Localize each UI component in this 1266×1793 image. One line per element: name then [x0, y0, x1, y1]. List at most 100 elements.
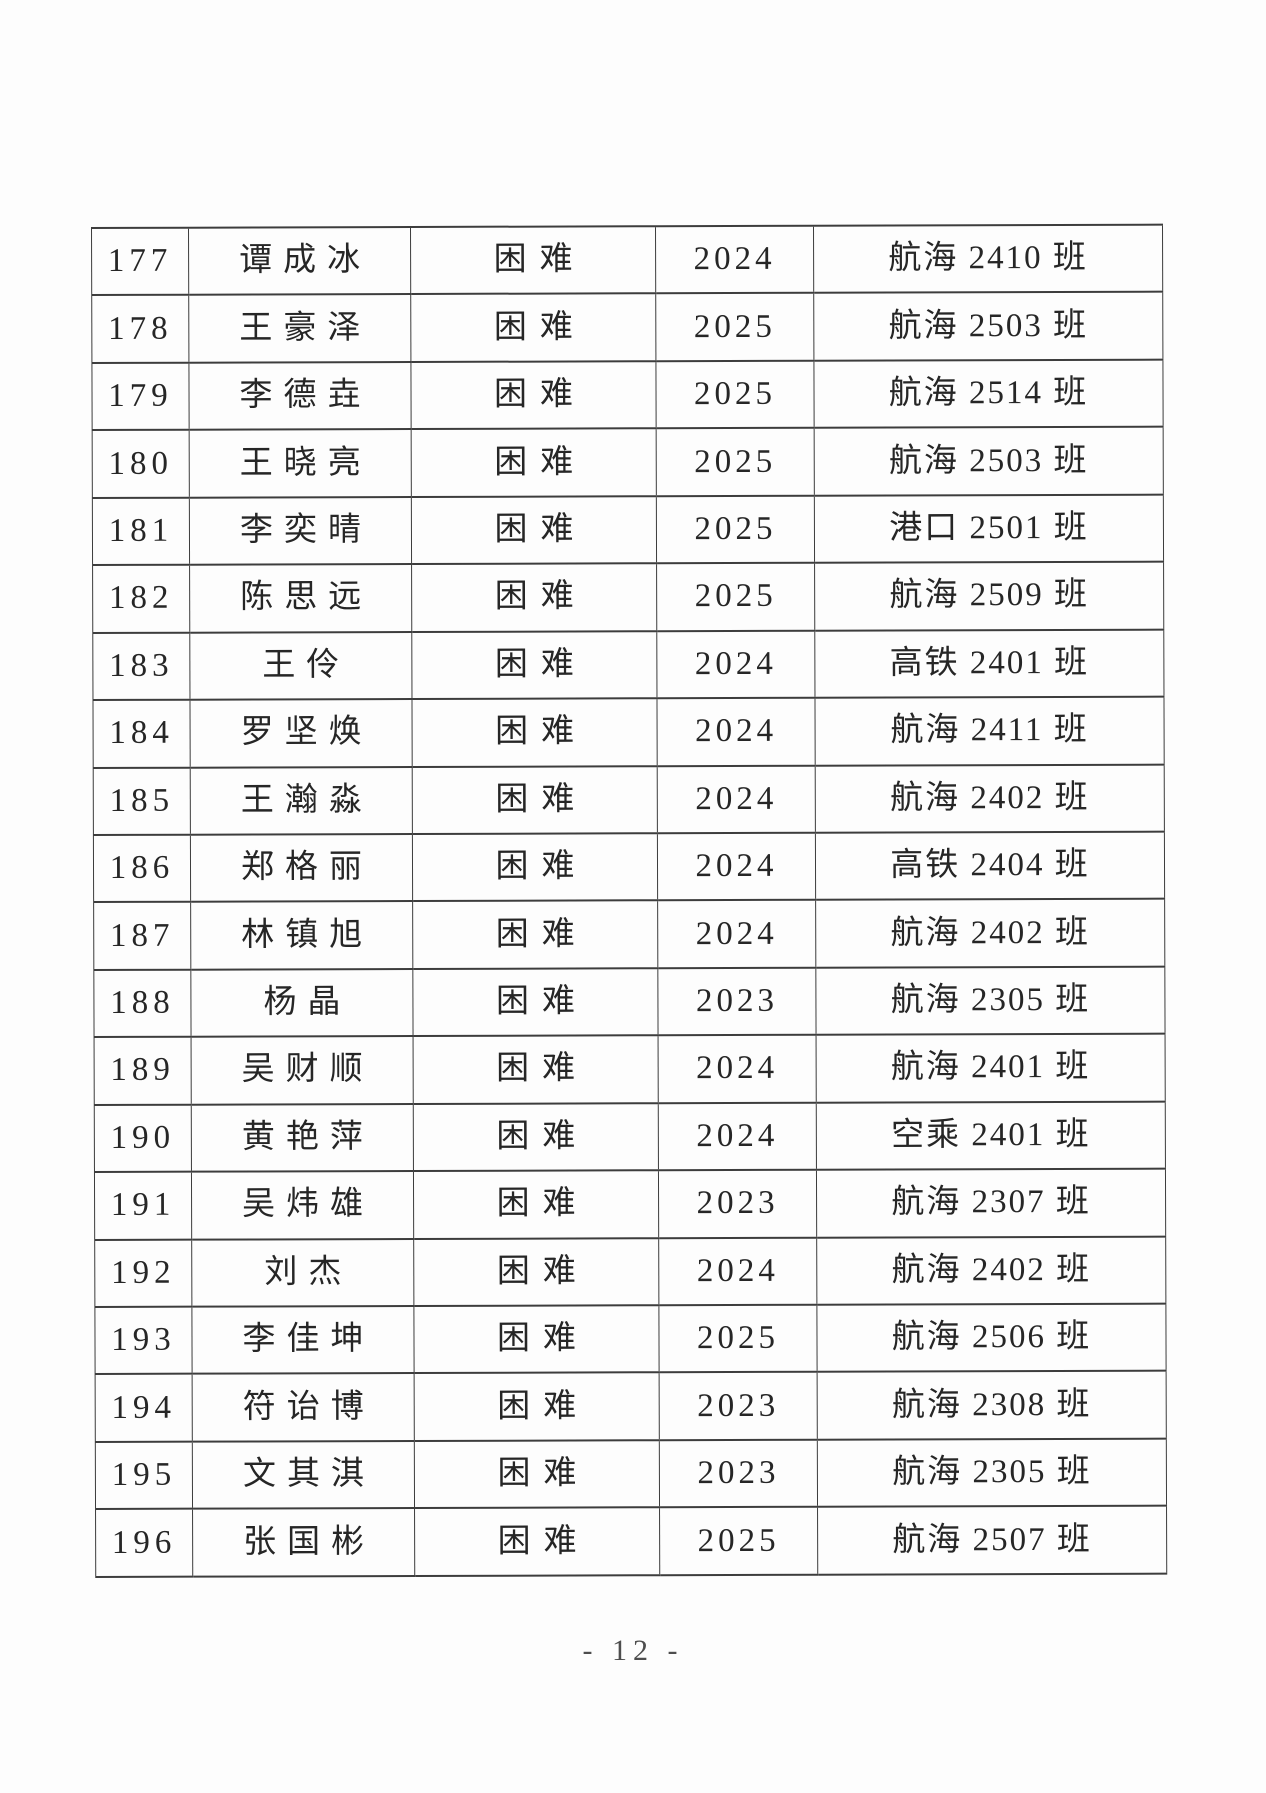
cell-class-name: 航海 2514 班: [813, 359, 1164, 429]
table-row: 179 李德垚 困难 2025 航海 2514 班: [91, 359, 1164, 431]
cell-row-number: 181: [92, 497, 190, 566]
cell-status: 困难: [413, 1237, 659, 1306]
cell-row-number: 179: [91, 362, 190, 431]
cell-class-name: 航海 2410 班: [813, 224, 1163, 294]
cell-row-number: 190: [94, 1104, 192, 1173]
cell-class-name: 航海 2305 班: [817, 1438, 1167, 1508]
table-row: 187 林镇旭 困难 2024 航海 2402 班: [93, 899, 1165, 970]
cell-row-number: 192: [94, 1239, 192, 1307]
cell-student-name: 陈思远: [189, 564, 412, 633]
cell-year: 2024: [658, 1102, 817, 1171]
cell-student-name: 李佳坤: [191, 1305, 415, 1375]
table-row: 180 王晓亮 困难 2025 航海 2503 班: [92, 426, 1164, 498]
cell-student-name: 吴炜雄: [191, 1171, 414, 1240]
cell-status: 困难: [413, 1305, 660, 1374]
cell-year: 2025: [655, 293, 814, 362]
cell-student-name: 罗坚焕: [189, 699, 413, 768]
table-row: 178 王豪泽 困难 2025 航海 2503 班: [91, 292, 1163, 363]
cell-status: 困难: [413, 1102, 659, 1172]
cell-year: 2025: [656, 562, 815, 631]
cell-row-number: 194: [95, 1374, 193, 1442]
cell-year: 2024: [656, 630, 815, 699]
cell-status: 困难: [413, 1170, 659, 1239]
cell-year: 2025: [656, 428, 815, 496]
cell-status: 困难: [410, 293, 656, 362]
cell-student-name: 李奕晴: [189, 496, 412, 565]
cell-status: 困难: [410, 361, 657, 430]
cell-row-number: 186: [93, 834, 191, 903]
cell-student-name: 王晓亮: [189, 429, 412, 498]
cell-student-name: 郑格丽: [190, 833, 413, 903]
cell-row-number: 189: [94, 1036, 192, 1105]
cell-class-name: 航海 2401 班: [816, 1033, 1166, 1103]
page-number: - 12 -: [582, 1634, 684, 1667]
cell-status: 困难: [414, 1507, 660, 1576]
table-row: 188 杨晶 困难 2023 航海 2305 班: [93, 966, 1166, 1038]
table-row: 196 张国彬 困难 2025 航海 2507 班: [95, 1505, 1167, 1577]
cell-year: 2023: [659, 1372, 818, 1441]
cell-class-name: 航海 2503 班: [814, 426, 1164, 496]
cell-status: 困难: [411, 698, 658, 767]
cell-row-number: 184: [92, 699, 191, 768]
cell-student-name: 王伶: [189, 631, 412, 700]
cell-class-name: 航海 2411 班: [814, 696, 1165, 766]
table-row: 194 符诒博 困难 2023 航海 2308 班: [95, 1371, 1167, 1442]
table-row: 184 罗坚焕 困难 2024 航海 2411 班: [92, 696, 1165, 768]
table-row: 183 王伶 困难 2024 高铁 2401 班: [92, 629, 1164, 701]
cell-year: 2024: [657, 765, 816, 834]
cell-class-name: 航海 2308 班: [817, 1371, 1167, 1440]
cell-student-name: 林镇旭: [190, 901, 413, 970]
cell-year: 2023: [657, 967, 817, 1036]
cell-status: 困难: [412, 968, 659, 1037]
cell-class-name: 高铁 2401 班: [814, 629, 1164, 698]
cell-class-name: 航海 2305 班: [815, 966, 1166, 1035]
cell-class-name: 高铁 2404 班: [815, 831, 1165, 901]
cell-student-name: 杨晶: [190, 968, 414, 1037]
cell-row-number: 180: [92, 430, 190, 498]
cell-student-name: 黄艳萍: [191, 1103, 414, 1172]
cell-status: 困难: [412, 765, 658, 834]
cell-status: 困难: [414, 1372, 660, 1441]
cell-class-name: 港口 2501 班: [814, 494, 1164, 563]
cell-year: 2025: [655, 360, 815, 429]
cell-class-name: 航海 2402 班: [815, 899, 1165, 968]
cell-class-name: 航海 2402 班: [815, 764, 1165, 833]
cell-class-name: 航海 2507 班: [817, 1505, 1167, 1575]
cell-student-name: 张国彬: [192, 1508, 415, 1577]
table-row: 190 黄艳萍 困难 2024 空乘 2401 班: [94, 1101, 1166, 1173]
cell-status: 困难: [412, 900, 658, 969]
cell-student-name: 吴财顺: [191, 1036, 414, 1105]
cell-year: 2024: [657, 900, 816, 969]
cell-row-number: 187: [93, 902, 191, 970]
table-row: 186 郑格丽 困难 2024 高铁 2404 班: [93, 831, 1165, 903]
cell-row-number: 195: [95, 1441, 193, 1510]
cell-student-name: 刘杰: [191, 1238, 414, 1307]
cell-row-number: 185: [93, 767, 191, 835]
cell-year: 2024: [657, 832, 816, 901]
cell-row-number: 191: [94, 1171, 192, 1240]
cell-student-name: 谭成冰: [188, 226, 411, 296]
cell-row-number: 177: [91, 227, 189, 296]
cell-year: 2024: [658, 1237, 817, 1306]
cell-student-name: 文其淇: [192, 1440, 415, 1509]
cell-student-name: 王豪泽: [188, 294, 411, 363]
cell-class-name: 空乘 2401 班: [816, 1101, 1166, 1170]
table-row: 189 吴财顺 困难 2024 航海 2401 班: [94, 1033, 1166, 1105]
table-row: 191 吴炜雄 困难 2023 航海 2307 班: [94, 1168, 1166, 1240]
table-row: 177 谭成冰 困难 2024 航海 2410 班: [91, 224, 1163, 296]
cell-student-name: 符诒博: [192, 1373, 415, 1442]
cell-status: 困难: [411, 630, 657, 700]
cell-row-number: 178: [91, 295, 189, 363]
cell-year: 2024: [655, 225, 814, 294]
cell-status: 困难: [411, 495, 657, 565]
student-roster-table-wrap: 177 谭成冰 困难 2024 航海 2410 班 178 王豪泽 困难 202…: [91, 224, 1167, 1578]
table-row: 195 文其淇 困难 2023 航海 2305 班: [95, 1438, 1167, 1510]
cell-class-name: 航海 2503 班: [813, 292, 1163, 361]
cell-class-name: 航海 2506 班: [816, 1303, 1167, 1373]
cell-year: 2025: [658, 1304, 818, 1373]
cell-class-name: 航海 2509 班: [814, 561, 1164, 631]
cell-row-number: 183: [92, 632, 190, 701]
table-row: 182 陈思远 困难 2025 航海 2509 班: [92, 561, 1164, 633]
cell-class-name: 航海 2307 班: [816, 1168, 1166, 1238]
